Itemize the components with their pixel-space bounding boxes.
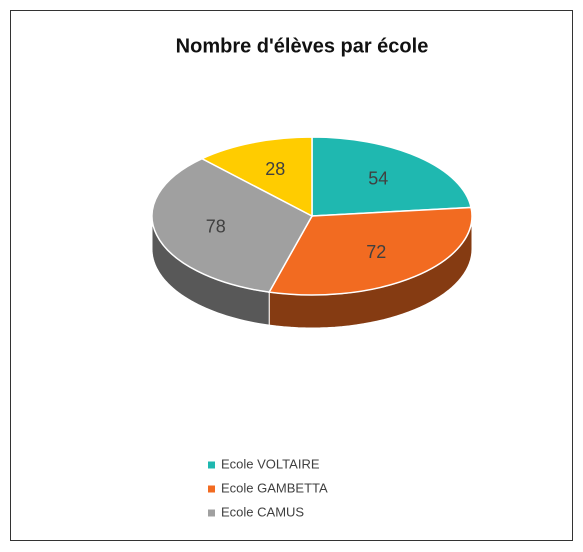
data-label: 54: [368, 168, 388, 188]
legend-swatch: [208, 509, 215, 517]
data-label: 28: [265, 159, 285, 179]
chart-title: Nombre d'élèves par école: [176, 35, 429, 57]
data-label: 78: [206, 217, 226, 237]
data-label: 72: [366, 242, 386, 262]
legend-swatch: [208, 485, 215, 493]
slice: [200, 136, 313, 218]
slice: [268, 206, 473, 296]
legend-label: Ecole CAMUS: [221, 504, 304, 519]
slice: [311, 136, 472, 217]
slice: [151, 157, 314, 293]
legend-swatch: [208, 461, 215, 469]
legend-label: Ecole GAMBETTA: [221, 480, 328, 495]
legend-label: Ecole VOLTAIRE: [221, 456, 320, 471]
